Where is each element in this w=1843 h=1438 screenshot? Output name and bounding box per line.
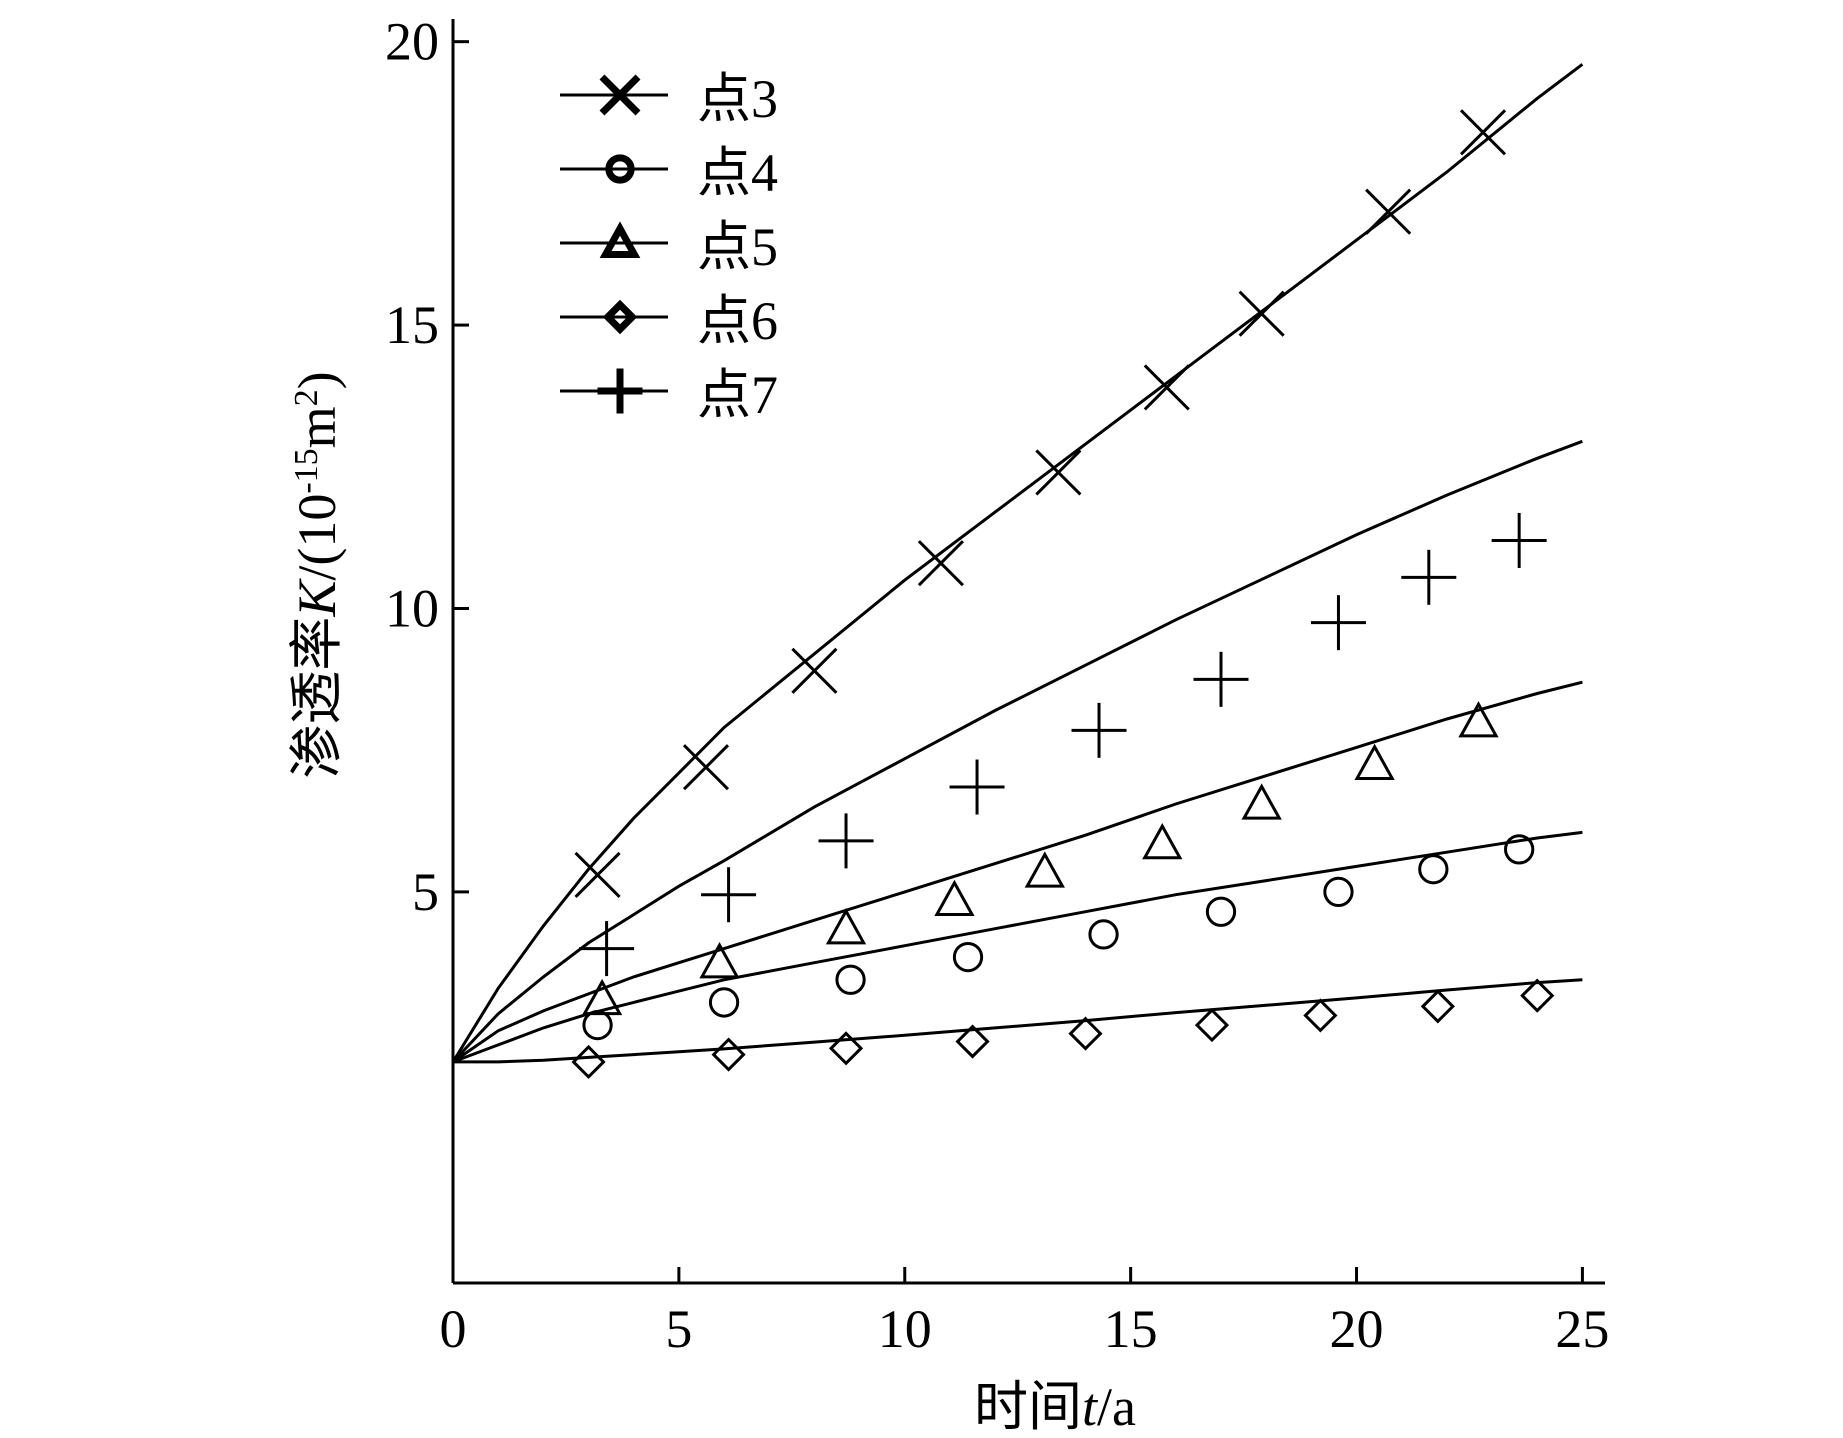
data-point-marker: [835, 964, 866, 995]
data-point-marker: [791, 647, 838, 694]
data-point-marker: [1241, 783, 1282, 820]
legend-label: 点3: [697, 69, 778, 129]
data-point-marker: [579, 921, 635, 977]
data-point-marker: [1459, 109, 1507, 156]
data-point-marker: [1205, 896, 1237, 927]
series-line: [451, 63, 1584, 1063]
x-axis-title: 时间t/a: [974, 1377, 1136, 1437]
data-point-marker: [1354, 743, 1395, 780]
y-axis-title-unit-open: /(10: [287, 494, 347, 581]
series-3: [452, 680, 1583, 1064]
data-point-marker: [571, 1044, 606, 1080]
data-point-marker: [1194, 1008, 1230, 1043]
series-line: [452, 830, 1583, 1064]
data-point-marker: [1310, 595, 1366, 651]
y-tick-label: 15: [385, 295, 439, 355]
data-point-marker: [952, 941, 984, 973]
series-layer: [451, 63, 1584, 1080]
data-point-marker: [1193, 651, 1249, 707]
data-point-marker: [701, 867, 757, 923]
data-point-marker: [949, 759, 1005, 815]
legend-marker: [602, 299, 638, 335]
series-5: [451, 439, 1583, 1063]
x-tick-label: 25: [1555, 1299, 1609, 1359]
y-tick-label: 10: [385, 578, 439, 638]
data-point-marker: [682, 744, 730, 791]
x-tick-label: 5: [665, 1299, 692, 1359]
legend-marker: [599, 221, 641, 259]
y-axis-title-unit-close: ): [287, 371, 347, 389]
data-point-marker: [1024, 851, 1065, 888]
data-point-marker: [934, 879, 975, 916]
data-point-marker: [1071, 702, 1127, 758]
data-point-marker: [1088, 919, 1119, 950]
series-line: [452, 680, 1583, 1064]
legend-item: 点7: [560, 365, 778, 425]
data-point-marker: [582, 1009, 613, 1041]
legend-label: 点5: [697, 217, 778, 277]
x-tick-label: 10: [878, 1299, 932, 1359]
data-point-marker: [818, 813, 874, 869]
data-point-marker: [708, 987, 740, 1018]
data-point-marker: [1418, 854, 1449, 885]
y-tick-label: 5: [412, 862, 439, 922]
y-axis-title-unit-exp2: 2: [288, 389, 325, 406]
legend-item: 点4: [560, 143, 778, 203]
data-point-marker: [1458, 701, 1499, 738]
y-axis-title-prefix: 渗透率: [287, 617, 347, 779]
y-axis-title: 渗透率K/(10-15m2): [287, 371, 347, 778]
series-4: [453, 978, 1583, 1080]
legend-label: 点7: [697, 365, 778, 425]
data-point-marker: [1142, 823, 1183, 860]
axes: 0 5 10 15 20 25 5 10 15 20: [385, 12, 1609, 1359]
series-line: [453, 978, 1583, 1064]
data-point-marker: [917, 540, 964, 587]
legend-label: 点4: [697, 143, 778, 203]
x-axis-title-suffix: /a: [1097, 1377, 1136, 1437]
legend-label: 点6: [697, 291, 778, 351]
data-point-marker: [574, 851, 621, 898]
data-point-marker: [1401, 549, 1457, 605]
series-1: [451, 63, 1584, 1063]
data-point-marker: [581, 978, 623, 1016]
data-point-marker: [1068, 1016, 1103, 1051]
data-point-marker: [1035, 449, 1082, 496]
y-tick-label: 20: [385, 12, 439, 72]
data-point-marker: [1491, 512, 1547, 568]
y-axis-title-variable: K: [287, 578, 347, 618]
series-line: [451, 439, 1583, 1063]
data-point-marker: [1520, 978, 1555, 1013]
data-point-marker: [1323, 876, 1354, 908]
x-axis-title-prefix: 时间: [974, 1377, 1082, 1437]
data-point-marker: [828, 1031, 864, 1066]
x-tick-label: 15: [1104, 1299, 1158, 1359]
data-point-marker: [711, 1037, 746, 1072]
data-point-marker: [1143, 364, 1190, 411]
data-point-marker: [699, 942, 740, 979]
legend-item: 点3: [560, 69, 778, 129]
legend-item: 点6: [560, 291, 778, 351]
data-point-marker: [1238, 290, 1285, 337]
series-2: [452, 830, 1583, 1064]
y-axis-title-unit-exp: -15: [288, 448, 325, 493]
x-axis-title-variable: t: [1082, 1377, 1099, 1437]
legend-marker: [597, 368, 643, 414]
x-tick-label: 20: [1330, 1299, 1384, 1359]
legend-item: 点5: [560, 217, 778, 277]
x-tick-label: 0: [440, 1299, 467, 1359]
legend-marker: [605, 154, 635, 184]
legend-marker: [599, 74, 641, 116]
data-point-marker: [1504, 834, 1535, 865]
y-axis-title-unit-mid: m: [287, 406, 347, 448]
data-point-marker: [1303, 998, 1338, 1033]
data-point-marker: [1420, 989, 1455, 1024]
data-point-marker: [1365, 188, 1412, 235]
data-point-marker: [825, 908, 867, 945]
legend: 点3 点4 点5 点6 点7: [560, 69, 778, 425]
data-point-marker: [955, 1024, 990, 1059]
